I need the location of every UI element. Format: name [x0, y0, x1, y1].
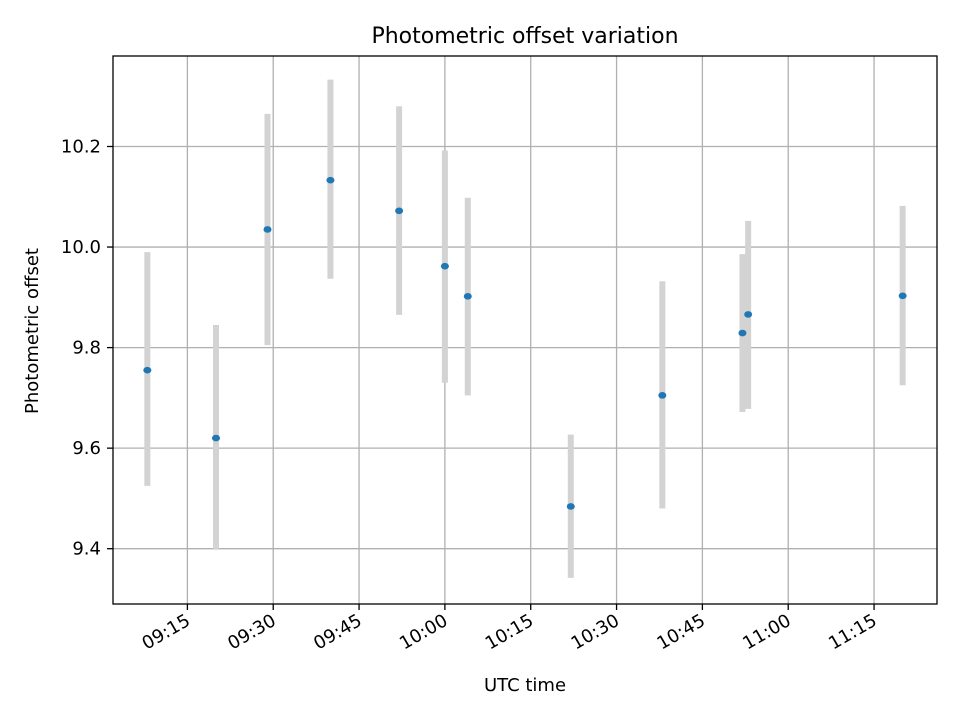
x-tick-label: 11:00 [739, 610, 794, 654]
data-point [326, 176, 335, 184]
data-point [658, 392, 667, 399]
x-tick-label: 09:30 [224, 610, 279, 654]
data-point [440, 262, 449, 270]
y-tick-label: 9.6 [72, 438, 101, 459]
data-point [566, 503, 575, 510]
data-points [143, 176, 907, 510]
data-point [463, 293, 472, 300]
y-tick-label: 10.2 [61, 136, 101, 157]
y-axis-label: Photometric offset [22, 248, 43, 414]
x-tick-label: 10:30 [568, 610, 623, 654]
data-point [395, 207, 404, 215]
x-tick-label: 11:15 [825, 610, 880, 654]
chart-title: Photometric offset variation [371, 24, 678, 49]
x-tick-label: 09:15 [138, 610, 193, 654]
data-point [898, 292, 907, 300]
x-axis-ticks: 09:15 09:30 09:45 10:00 10:15 10:30 10:45 11:00… [138, 604, 881, 654]
data-point [143, 366, 152, 374]
y-tick-label: 9.8 [72, 338, 101, 359]
x-axis-label: UTC time [484, 675, 566, 696]
x-tick-label: 09:45 [310, 610, 365, 654]
x-tick-label: 10:00 [396, 610, 451, 654]
y-tick-label: 10.0 [61, 237, 101, 258]
data-point [212, 434, 220, 442]
data-point [744, 311, 753, 318]
plot-frame [112, 55, 938, 605]
x-tick-label: 10:15 [482, 610, 537, 654]
y-axis-ticks: 9.4 9.6 9.8 10.0 10.2 [61, 136, 113, 560]
data-point [738, 329, 747, 337]
grid [113, 56, 937, 604]
x-tick-label: 10:45 [653, 610, 708, 654]
error-bars [144, 79, 906, 578]
y-tick-label: 9.4 [72, 539, 101, 560]
data-point [263, 226, 272, 233]
